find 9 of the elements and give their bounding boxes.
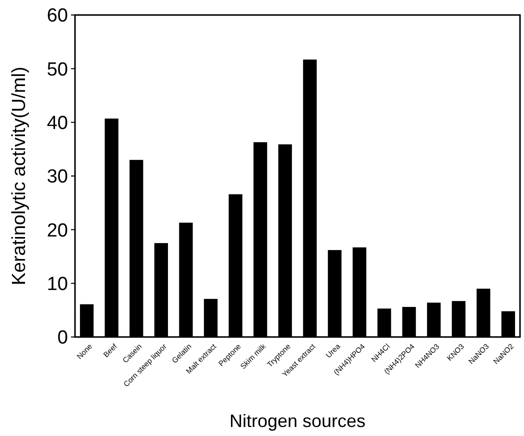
y-tick-label: 60: [46, 6, 68, 27]
y-tick-label: 40: [46, 112, 68, 134]
y-tick-label: 0: [57, 328, 68, 349]
y-tick-label: 10: [46, 274, 68, 295]
y-tick-label: 50: [46, 59, 68, 80]
x-axis-title: Nitrogen sources: [229, 411, 366, 431]
y-axis-title: Keratinolytic activity(U/ml): [9, 66, 30, 286]
y-tick-label: 20: [46, 220, 68, 242]
y-tick-label: 30: [46, 166, 68, 188]
